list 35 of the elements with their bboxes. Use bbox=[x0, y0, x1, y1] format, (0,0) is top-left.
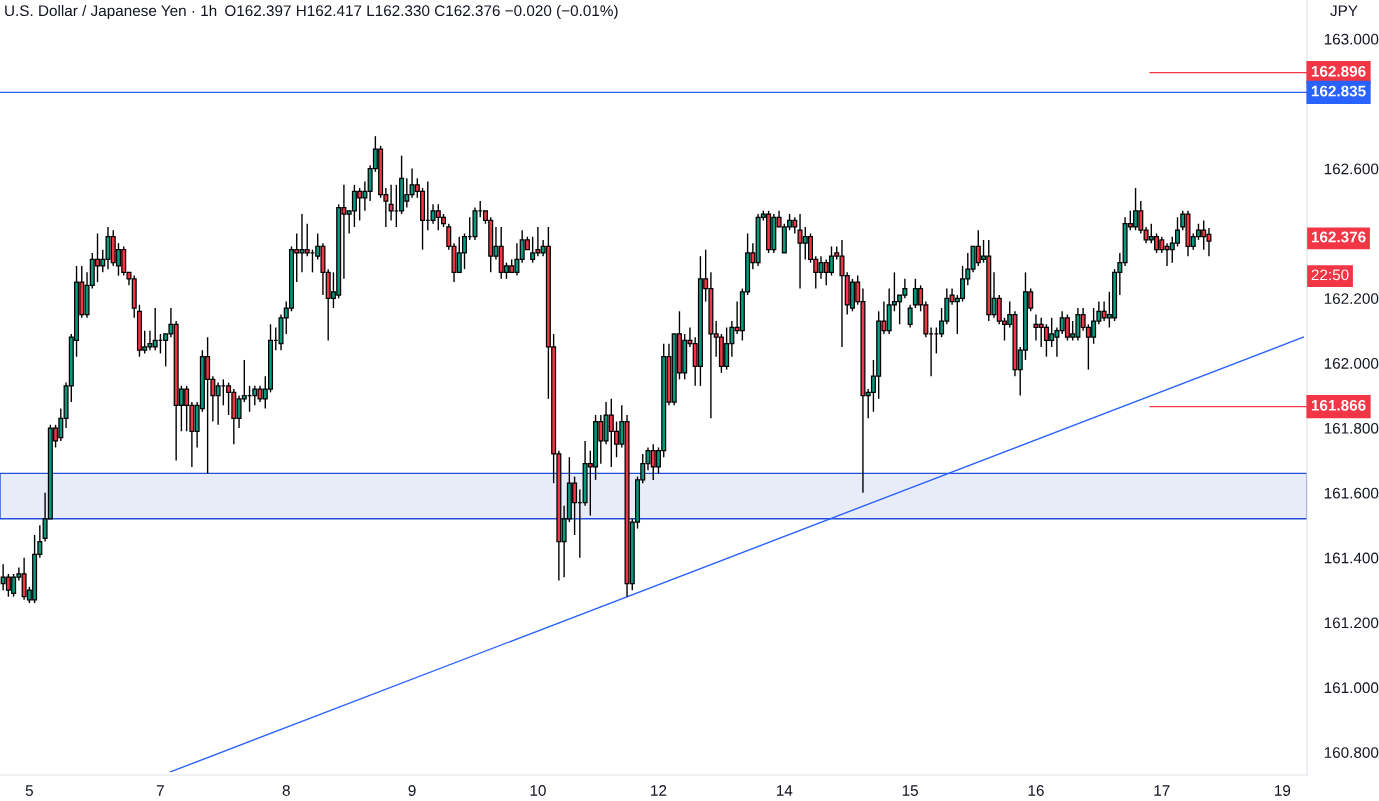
y-tick-label: 161.200 bbox=[1324, 617, 1379, 629]
x-tick-label: 9 bbox=[408, 785, 416, 796]
chart-title: U.S. Dollar / Japanese Yen · 1h bbox=[5, 4, 217, 20]
x-tick-label: 19 bbox=[1275, 785, 1291, 796]
ref-line-label: 162.896 bbox=[1311, 65, 1366, 77]
y-tick-label: 163.000 bbox=[1324, 33, 1379, 45]
x-tick-label: 8 bbox=[282, 785, 290, 796]
y-tick-label: 161.800 bbox=[1324, 422, 1379, 434]
candlestick bbox=[907, 304, 913, 329]
ref-line-label: 162.835 bbox=[1311, 85, 1366, 97]
candlestick bbox=[388, 184, 394, 222]
x-tick-label: 7 bbox=[156, 785, 164, 796]
x-tick-label: 15 bbox=[902, 785, 918, 796]
candlestick bbox=[1174, 216, 1181, 248]
candlestick bbox=[461, 232, 468, 270]
chart-subtitle: O162.397 H162.417 L162.330 C162.376 −0.020 (−0.01%) bbox=[225, 4, 618, 20]
text: 162.376 bbox=[1311, 231, 1366, 243]
x-tick-label: 14 bbox=[776, 785, 793, 796]
candlestick bbox=[530, 236, 536, 264]
text: 22:50 bbox=[1311, 269, 1349, 281]
x-tick-label: 17 bbox=[1154, 785, 1170, 796]
ref-line-label: 161.866 bbox=[1311, 399, 1366, 411]
x-tick-label: 10 bbox=[530, 785, 546, 796]
x-tick-label: 16 bbox=[1028, 785, 1044, 796]
y-tick-label: 161.600 bbox=[1324, 487, 1379, 499]
y-tick-label: 162.000 bbox=[1324, 358, 1379, 369]
y-tick-label: 162.600 bbox=[1324, 163, 1379, 175]
y-tick-label: 161.000 bbox=[1324, 682, 1379, 694]
x-tick-label: 5 bbox=[25, 785, 33, 796]
x-tick-label: 12 bbox=[651, 785, 667, 796]
y-tick-label: 161.400 bbox=[1324, 552, 1379, 564]
y-tick-label: 160.800 bbox=[1324, 747, 1379, 758]
y-tick-label: 162.200 bbox=[1324, 293, 1379, 304]
candlestick bbox=[828, 245, 835, 277]
y-axis-title: JPY bbox=[1330, 5, 1358, 17]
